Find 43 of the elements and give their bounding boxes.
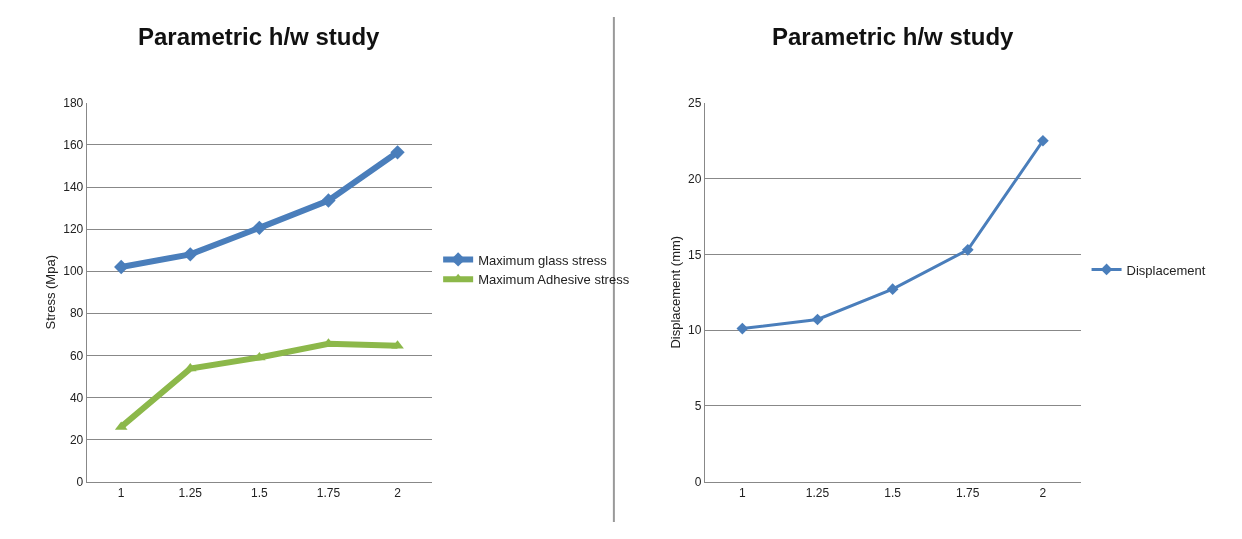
y-tick-label: 5 <box>694 399 702 414</box>
y-tick-label: 80 <box>69 306 84 321</box>
point <box>1037 134 1049 147</box>
point <box>886 283 899 296</box>
x-tick-label: 1.75 <box>316 486 341 500</box>
chart-title: Parametric h/w study <box>772 23 1015 50</box>
x-tick-label: 1 <box>739 486 747 500</box>
y-axis-title: Displacement (mm) <box>667 235 683 349</box>
point <box>811 313 824 326</box>
point <box>114 259 129 275</box>
x-tick-label: 1 <box>117 486 125 500</box>
point <box>183 247 198 262</box>
y-tick-label: 20 <box>688 171 702 186</box>
y-tick-label: 100 <box>63 264 84 279</box>
y-tick-label: 160 <box>63 138 84 153</box>
y-tick-label: 10 <box>688 323 702 338</box>
y-tick-label: 180 <box>63 96 84 111</box>
chart-title: Parametric h/w study <box>138 23 381 50</box>
x-tick-label: 1.25 <box>805 486 830 500</box>
point <box>390 145 405 160</box>
x-tick-label: 1.75 <box>956 486 980 500</box>
y-tick-label: 120 <box>63 222 84 237</box>
x-tick-label: 2 <box>394 486 402 500</box>
legend-label: Maximum glass stress <box>478 252 608 268</box>
x-tick-label: 1.5 <box>884 486 902 500</box>
y-tick-label: 25 <box>688 96 702 111</box>
x-tick-label: 1.25 <box>178 486 203 500</box>
y-axis-title: Stress (Mpa) <box>43 255 59 330</box>
y-tick-label: 60 <box>69 348 84 363</box>
legend-label: Maximum Adhesive stress <box>478 272 630 288</box>
y-tick-label: 40 <box>69 390 84 405</box>
point <box>321 193 336 208</box>
y-tick-label: 140 <box>63 180 84 195</box>
point <box>736 322 749 335</box>
y-tick-label: 20 <box>69 432 84 447</box>
point <box>961 243 974 256</box>
x-tick-label: 2 <box>1039 486 1047 500</box>
y-tick-label: 15 <box>688 247 702 262</box>
y-tick-label: 0 <box>694 474 702 489</box>
point <box>252 220 267 235</box>
x-tick-label: 1.5 <box>251 486 269 500</box>
legend-label: Displacement <box>1126 262 1206 278</box>
y-tick-label: 0 <box>76 474 84 489</box>
